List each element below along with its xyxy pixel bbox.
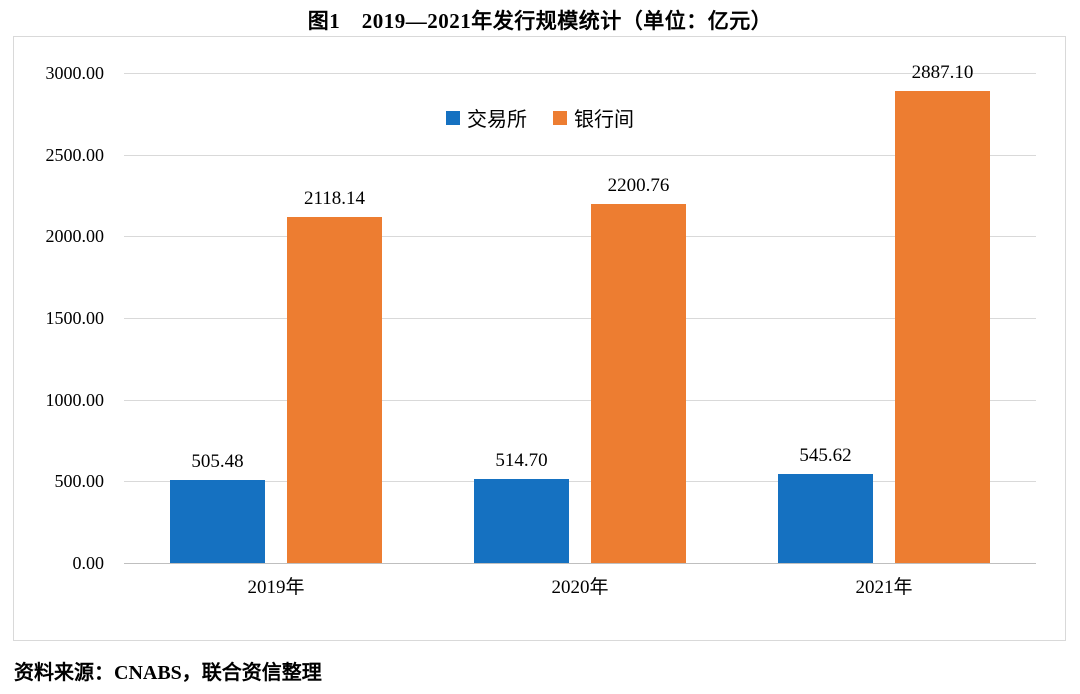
y-tick-label: 3000.00 [45,63,105,83]
bar-interbank-2021年 [895,91,990,563]
gridline [124,399,1036,401]
x-tick-label: 2020年 [551,577,609,598]
bar-interbank-2019年 [287,217,382,563]
legend-label-exchange: 交易所 [467,109,527,131]
legend-item-interbank: 银行间 [553,103,634,132]
plot-area: 505.48 2118.14 2019年 514.70 2200.76 2020年 545.… [124,62,1036,598]
gridline [124,73,1036,74]
legend: 交易所 银行间 [446,103,634,132]
legend-item-exchange: 交易所 [446,103,527,132]
bar-value-label: 2118.14 [303,188,366,210]
bar-exchange-2020年 [474,478,569,563]
bar-value-label: 514.70 [495,449,548,471]
y-tick-label: 2500.00 [45,144,105,165]
x-tick-label: 2019年 [247,577,305,598]
gridline [124,154,1036,156]
legend-swatch-interbank-icon [553,110,567,125]
bar-exchange-2021年 [778,473,873,563]
y-tick-label: 0.00 [72,553,105,573]
chart-title: 图1 2019—2021年发行规模统计（单位：亿元） [307,9,773,33]
gridline [124,481,1036,483]
bar-exchange-2019年 [170,480,265,563]
y-tick-label: 2000.00 [45,226,105,247]
chart-area: 505.48 2118.14 2019年 514.70 2200.76 2020年 545.… [13,36,1066,641]
y-tick-label: 1500.00 [45,308,105,328]
legend-swatch-exchange-icon [446,110,460,125]
bar-value-label: 2887.10 [911,62,974,84]
bar-value-label: 545.62 [799,444,852,466]
source-note: 资料来源：CNABS，联合资信整理 [14,662,322,684]
x-tick-label: 2021年 [855,577,913,598]
y-tick-label: 500.00 [54,471,105,492]
bar-value-label: 2200.76 [607,174,670,196]
legend-label-interbank: 银行间 [574,109,634,131]
gridline [124,236,1036,238]
gridline [124,318,1036,319]
x-axis-line [124,563,1036,564]
bar-value-label: 505.48 [191,451,244,473]
y-tick-label: 1000.00 [45,389,105,410]
bar-interbank-2020年 [591,203,686,563]
